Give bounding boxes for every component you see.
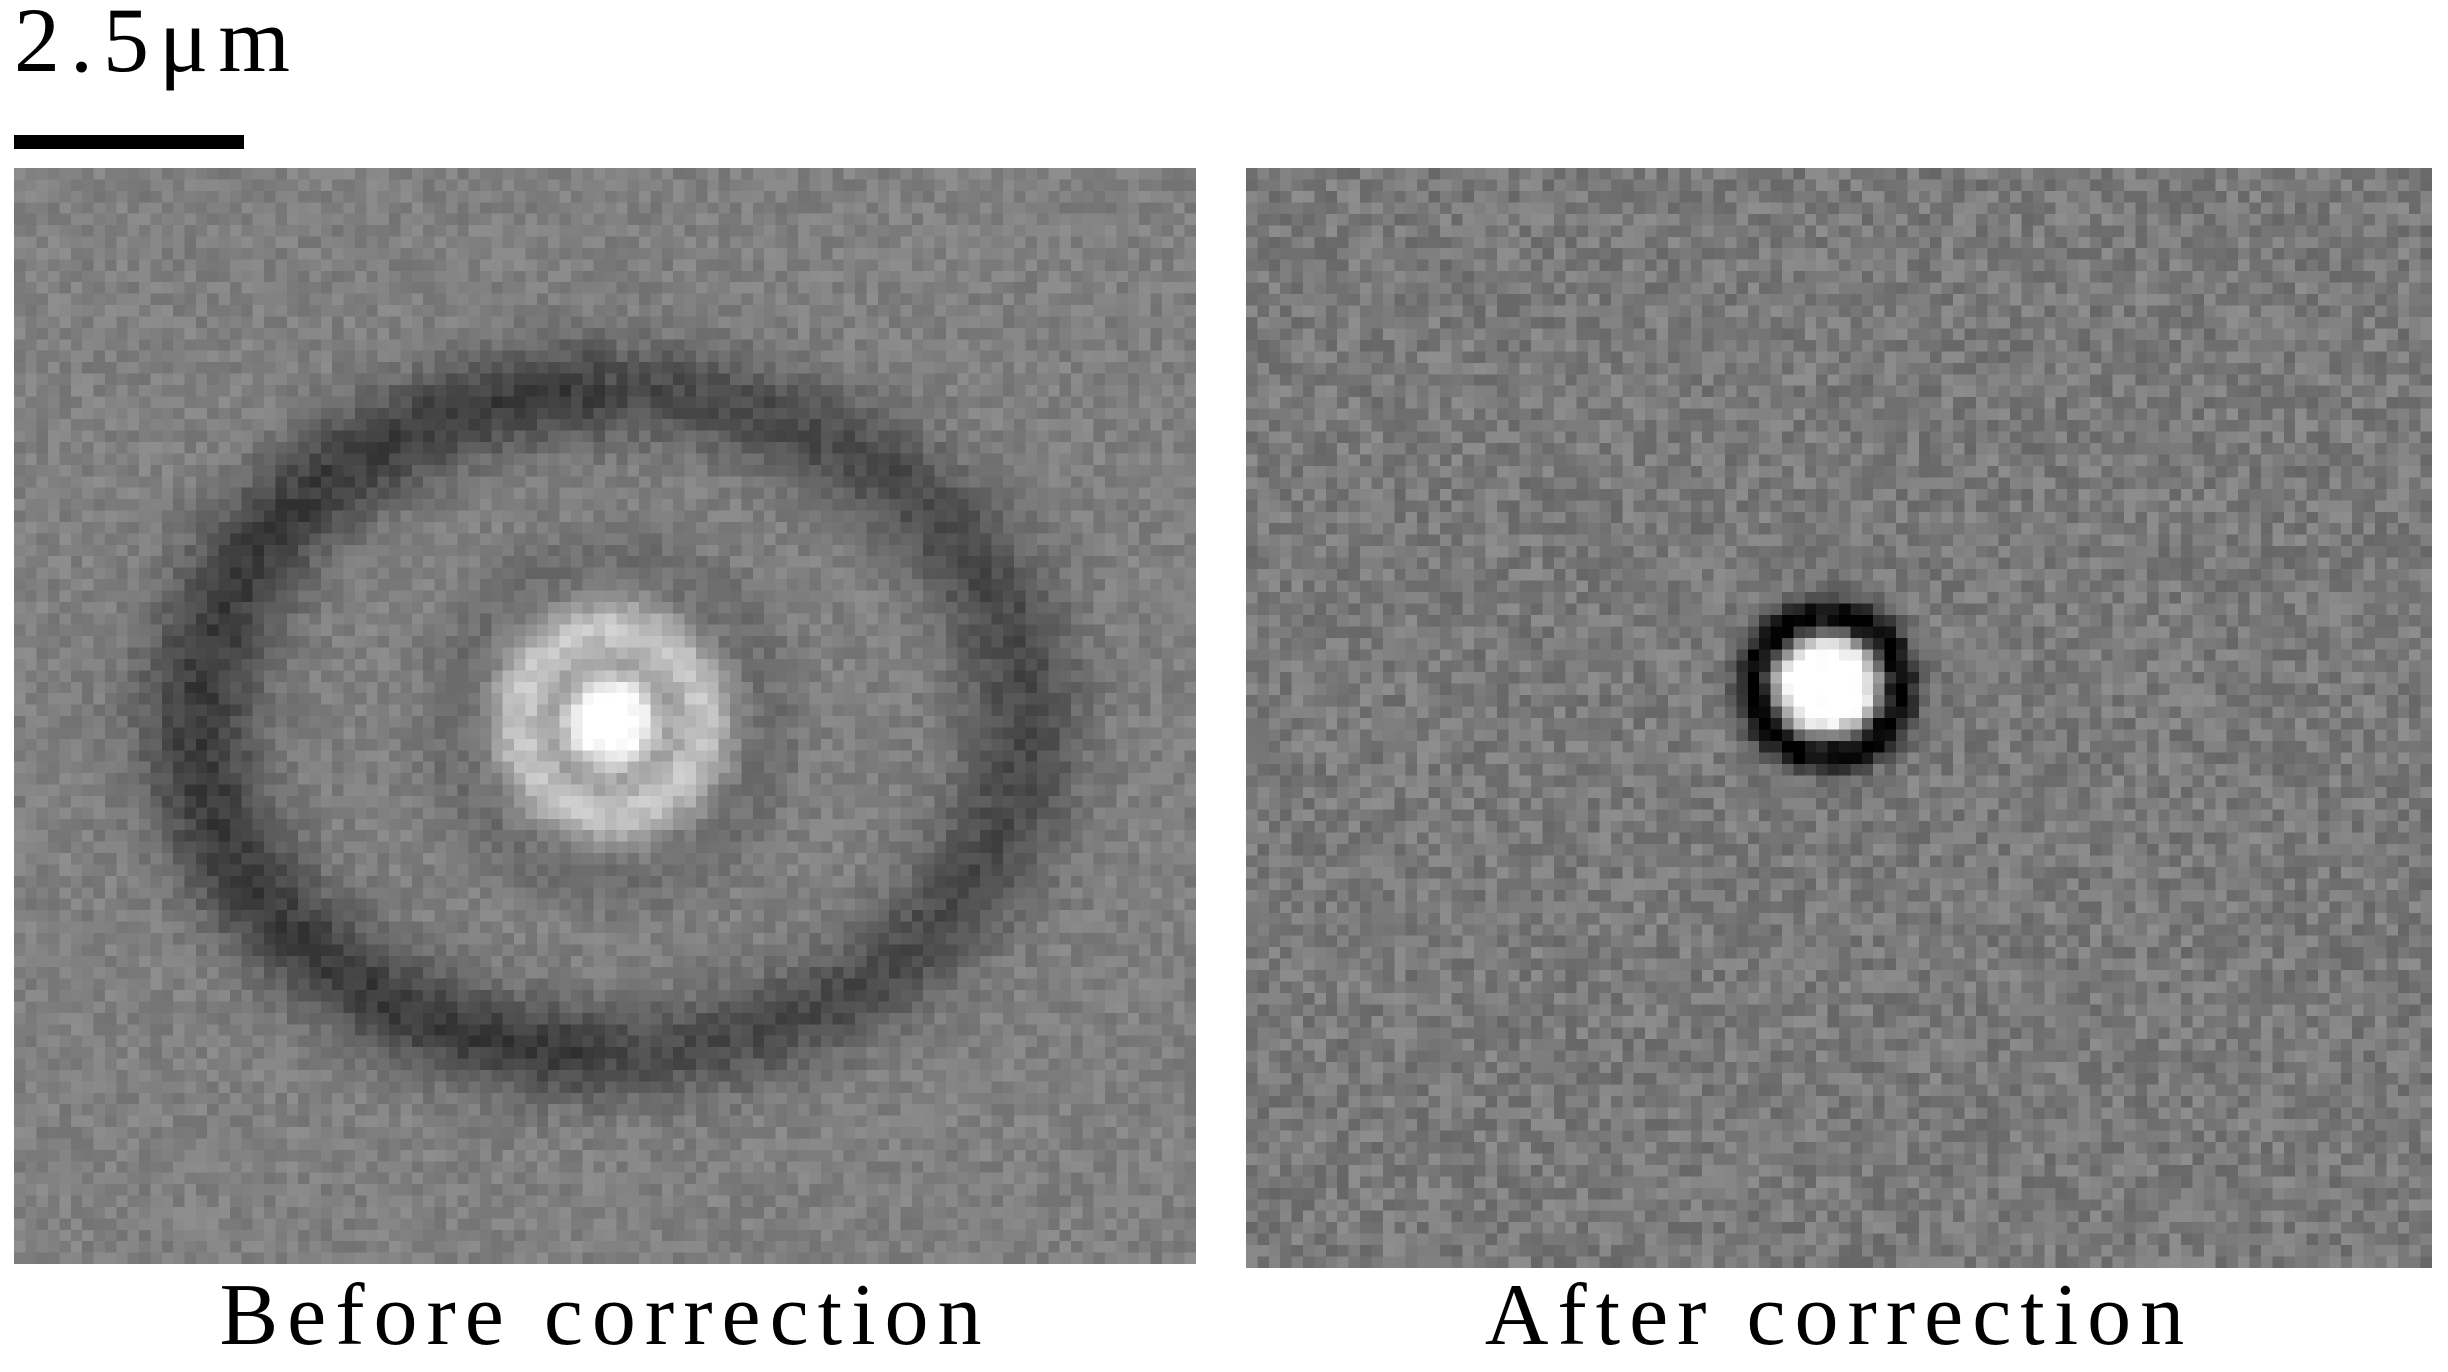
scale-bar — [14, 135, 244, 149]
image-panel-before — [14, 168, 1196, 1264]
image-panel-after — [1246, 168, 2432, 1268]
caption-before-correction: Before correction — [219, 1267, 991, 1364]
microscopy-image-before-correction — [14, 168, 1196, 1264]
scale-bar-label: 2.5μm — [14, 0, 300, 91]
microscopy-image-after-correction — [1246, 168, 2432, 1268]
caption-after-correction: After correction — [1484, 1267, 2194, 1364]
